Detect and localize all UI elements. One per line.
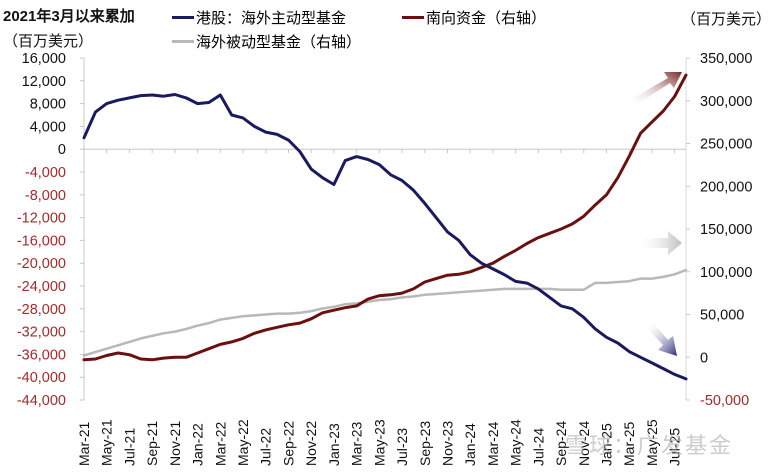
series-lines: [82, 73, 688, 381]
x-axis-tick-label: Nov-24: [576, 421, 592, 466]
left-axis-tick-label: 0: [58, 142, 66, 158]
x-axis-tick-label: Nov-22: [303, 421, 319, 466]
watermark: 雪球：广发基金: [565, 433, 734, 458]
right-axis-tick-label: 0: [700, 350, 708, 366]
right-axis-unit: （百万美元）: [680, 11, 771, 28]
left-axis-tick-label: -40,000: [17, 370, 66, 386]
legend-item-passive-funds: 海外被动型基金（右轴）: [172, 31, 361, 52]
x-axis-tick-label: Nov-23: [439, 421, 455, 466]
left-axis-tick-label: -32,000: [17, 325, 66, 341]
right-axis-tick-label: 150,000: [700, 222, 752, 238]
x-axis-tick-label: Jan-24: [462, 423, 478, 466]
x-axis-tick-label: Mar-24: [485, 421, 501, 466]
left-axis-tick-label: -12,000: [17, 211, 66, 227]
legend-label-active-funds: 港股：海外主动型基金: [196, 10, 347, 27]
x-axis-tick-label: Jul-24: [530, 428, 546, 466]
x-axis-tick-label: Jul-25: [667, 428, 683, 466]
x-axis-tick-label: Sep-21: [144, 421, 160, 466]
x-axis-tick-label: Sep-22: [280, 421, 296, 466]
legend-swatch-passive-funds: [172, 40, 194, 43]
x-axis-tick-label: Jul-21: [121, 428, 137, 466]
arrow-up-right-icon: [630, 72, 682, 106]
left-axis-tick-label: -4,000: [25, 165, 66, 181]
x-axis-tick-label: Mar-25: [621, 421, 637, 466]
right-axis-tick-label: 50,000: [700, 308, 744, 324]
x-axis-tick-label: May-24: [508, 419, 524, 466]
series-line: [82, 73, 688, 362]
right-axis-tick-label: 100,000: [700, 265, 752, 281]
chart-title: 2021年3月以来累加: [3, 8, 135, 25]
legend-label-passive-funds: 海外被动型基金（右轴）: [196, 34, 362, 51]
legend-item-southbound: 南向资金（右轴）: [402, 7, 546, 28]
x-axis-tick-label: Mar-21: [76, 421, 92, 466]
legend-swatch-southbound: [402, 16, 424, 19]
right-axis-tick-label: 250,000: [700, 137, 752, 153]
left-axis-tick-label: 12,000: [22, 74, 66, 90]
left-axis-tick-label: -8,000: [25, 188, 66, 204]
left-axis-tick-label: -44,000: [17, 393, 66, 409]
legend-swatch-active-funds: [172, 16, 194, 19]
left-axis-tick-label: -24,000: [17, 279, 66, 295]
arrow-right-icon: [636, 231, 682, 255]
left-axis-tick-label: -16,000: [17, 233, 66, 249]
left-axis-tick-label: 4,000: [30, 119, 66, 135]
right-axis-tick-label: 300,000: [700, 94, 752, 110]
left-axis-tick-label: -28,000: [17, 302, 66, 318]
axes: 16,000 12,000 8,000 4,000 0 -4,000 -8,000 -12,0…: [17, 51, 753, 466]
x-axis-tick-label: Jan-22: [190, 423, 206, 466]
series-line: [82, 268, 688, 357]
trend-arrows: [630, 72, 682, 356]
x-axis-tick-label: Sep-24: [553, 421, 569, 466]
x-axis-tick-label: Jul-23: [394, 428, 410, 466]
left-axis-tick-label: -36,000: [17, 347, 66, 363]
x-axis-tick-label: Mar-23: [349, 421, 365, 466]
x-axis-tick-label: Sep-23: [417, 421, 433, 466]
left-axis-tick-label: 8,000: [30, 97, 66, 113]
x-axis-tick-label: May-22: [235, 419, 251, 466]
x-axis-tick-label: Jan-25: [598, 423, 614, 466]
x-axis-tick-label: May-21: [99, 419, 115, 466]
left-axis-tick-label: 16,000: [22, 51, 66, 67]
x-axis-tick-label: Mar-22: [212, 421, 228, 466]
legend-item-active-funds: 港股：海外主动型基金: [172, 7, 346, 28]
x-axis-tick-label: Jan-23: [326, 423, 342, 466]
left-axis-unit: （百万美元）: [3, 33, 94, 50]
legend-label-southbound: 南向资金（右轴）: [426, 10, 547, 27]
arrow-down-right-icon: [647, 322, 677, 356]
x-axis-tick-label: May-23: [371, 419, 387, 466]
right-axis-tick-label: 200,000: [700, 179, 752, 195]
x-axis-tick-label: May-25: [644, 419, 660, 466]
left-axis-tick-label: -20,000: [17, 256, 66, 272]
right-axis-tick-label: 350,000: [700, 51, 752, 67]
series-line: [82, 93, 688, 381]
x-axis-tick-label: Jul-22: [258, 428, 274, 466]
right-axis-tick-label: -50,000: [700, 393, 749, 409]
x-axis-tick-label: Nov-21: [167, 421, 183, 466]
